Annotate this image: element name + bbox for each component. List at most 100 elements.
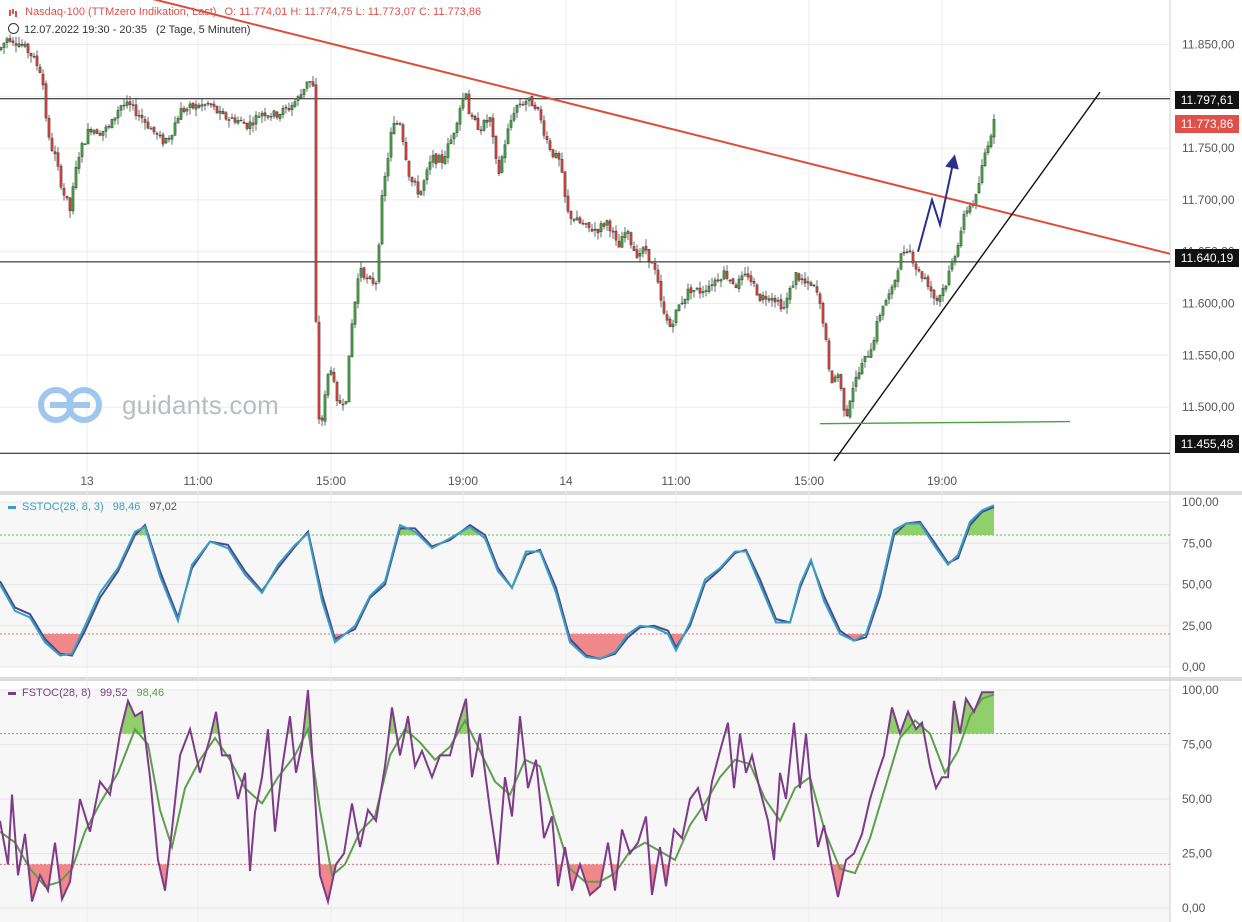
duration: (2 Tage, 5 Minuten) [156,24,251,36]
candle [95,129,99,134]
candle [20,43,24,46]
candle [617,240,621,248]
sstoc-label: SSTOC(28, 8, 3) [22,501,104,513]
candle [878,315,882,321]
candle [521,104,525,106]
candle [440,154,444,163]
candle [263,112,267,117]
candle [470,114,474,117]
sstoc-y-tick-label: 25,00 [1182,619,1212,633]
candle [89,128,93,133]
candle [116,110,120,119]
candle [644,245,648,251]
candle [842,387,846,411]
candle [575,217,579,221]
candle [968,205,972,213]
candle [866,356,870,358]
sstoc-y-tick-label: 75,00 [1182,536,1212,550]
candle [656,269,660,283]
candle [854,376,858,387]
y-tick-label: 11.600,00 [1182,297,1235,311]
candle [581,222,585,225]
candle [806,281,810,284]
date-range: 12.07.2022 19:30 - 20:35 [24,24,147,36]
candle [8,38,12,42]
candle [197,104,201,108]
candle [215,105,219,114]
instrument-info: Nasdaq-100 (TTMzero Indikation, Last) O:… [8,6,481,18]
candle [641,247,645,254]
x-tick-label: 14 [559,474,573,488]
candle [611,230,615,233]
candle [476,118,480,130]
candle [587,222,591,229]
candle [560,159,564,173]
candle [716,279,720,282]
candle [881,305,885,316]
candle [482,119,486,131]
candle [419,190,423,196]
candle [743,273,747,276]
y-tick-label: 11.700,00 [1182,193,1235,207]
candle [662,301,666,314]
candle [797,273,801,281]
candle [68,197,72,212]
candle [200,104,204,107]
candle [770,297,774,301]
candle [254,115,258,125]
candle [884,300,888,306]
candle [815,286,819,293]
candle [578,217,582,224]
candle [473,115,477,120]
candle [260,112,264,117]
candle [404,141,408,160]
candle [599,223,603,233]
candle [794,272,798,286]
candle [308,81,312,83]
instrument-name: Nasdaq-100 (TTMzero Indikation, Last) [25,6,217,18]
candle [863,355,867,362]
candle [668,318,672,327]
candle [236,120,240,124]
candle [104,126,108,132]
candle [218,110,222,114]
candle [899,253,903,270]
candle [911,251,915,264]
candle [647,249,651,262]
candle [242,121,246,124]
sstoc-overbought-zone [966,505,994,535]
candle [344,401,348,404]
x-tick-label: 19:00 [927,474,957,488]
candle [77,157,81,169]
candle [80,143,84,157]
candle [410,176,414,183]
candle [953,256,957,263]
y-tick-label: 11.550,00 [1182,348,1235,362]
fstoc-legend: FSTOC(28, 8) 99,52 98,46 [8,687,164,699]
candle [524,101,528,105]
candle [518,103,522,106]
x-tick-label: 15:00 [794,474,824,488]
candle [428,161,432,170]
candle [416,181,420,195]
candle [773,297,777,303]
candle [746,273,750,278]
candle [26,43,30,53]
candle [455,122,459,133]
candle [827,340,831,370]
candle [425,169,429,181]
candle [86,128,90,144]
candle [230,117,234,119]
x-tick-label: 11:00 [183,474,212,488]
candle [29,52,33,57]
candle [137,114,141,117]
candle [551,149,555,158]
candle [557,153,561,160]
candle [614,230,618,241]
candle [401,124,405,142]
candle [626,231,630,234]
candle [413,180,417,183]
candle [692,289,696,292]
candle [545,135,549,140]
guidants-logo-icon [38,387,102,423]
